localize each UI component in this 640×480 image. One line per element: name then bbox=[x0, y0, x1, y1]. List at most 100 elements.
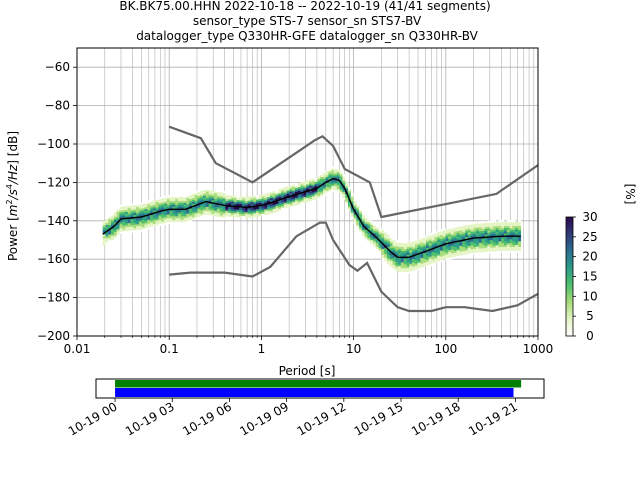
heatmap-cell bbox=[434, 233, 438, 236]
heatmap-cell bbox=[303, 192, 307, 196]
heatmap-cell bbox=[138, 204, 143, 207]
heatmap-cell bbox=[130, 218, 134, 222]
heatmap-cell bbox=[108, 234, 112, 237]
heatmap-cell bbox=[439, 242, 444, 245]
heatmap-cell bbox=[258, 198, 262, 202]
heatmap-cell bbox=[478, 232, 483, 236]
heatmap-cell bbox=[373, 238, 377, 241]
heatmap-cell bbox=[169, 210, 173, 213]
heatmap-cell bbox=[420, 267, 424, 270]
heatmap-cell bbox=[113, 235, 117, 238]
heatmap-cell bbox=[250, 196, 254, 199]
heatmap-cell bbox=[138, 208, 143, 211]
heatmap-cell bbox=[155, 201, 159, 204]
heatmap-cell bbox=[300, 197, 304, 200]
heatmap-cell bbox=[431, 255, 435, 258]
heatmap-cell bbox=[364, 231, 368, 234]
heatmap-cell bbox=[186, 203, 190, 206]
heatmap-cell bbox=[400, 271, 404, 274]
heatmap-cell bbox=[158, 223, 162, 227]
heatmap-cell bbox=[136, 224, 140, 227]
heatmap-cell bbox=[412, 270, 416, 273]
heatmap-cell bbox=[205, 195, 209, 198]
heatmap-cell bbox=[317, 193, 321, 196]
heatmap-cell bbox=[392, 247, 396, 250]
heatmap-cell bbox=[389, 249, 393, 252]
heatmap-cell bbox=[225, 210, 229, 213]
heatmap-cell bbox=[141, 225, 145, 228]
heatmap-cell bbox=[108, 216, 112, 220]
heatmap-cell bbox=[465, 253, 469, 257]
heatmap-cell bbox=[183, 219, 187, 223]
heatmap-cell bbox=[175, 194, 179, 198]
heatmap-cell bbox=[490, 233, 494, 237]
heatmap-cell bbox=[230, 203, 234, 206]
heatmap-cell bbox=[334, 182, 338, 185]
heatmap-cell bbox=[478, 252, 483, 255]
heatmap-cell bbox=[381, 246, 385, 249]
heatmap-cell bbox=[225, 195, 229, 198]
heatmap-cell bbox=[136, 206, 140, 209]
heatmap-cell bbox=[367, 224, 371, 227]
heatmap-cell bbox=[116, 226, 120, 230]
heatmap-cell bbox=[158, 208, 162, 211]
heatmap-cell bbox=[116, 230, 120, 233]
heatmap-cell bbox=[414, 265, 418, 268]
heatmap-cell bbox=[506, 242, 510, 246]
heatmap-cell bbox=[286, 201, 290, 204]
heatmap-cell bbox=[169, 196, 173, 200]
heatmap-cell bbox=[467, 245, 471, 248]
heatmap-cell bbox=[116, 207, 120, 210]
heatmap-cell bbox=[462, 227, 466, 230]
heatmap-cell bbox=[370, 226, 374, 229]
heatmap-cell bbox=[456, 253, 460, 256]
heatmap-cell bbox=[292, 186, 296, 189]
heatmap-cell bbox=[437, 260, 441, 264]
heatmap-cell bbox=[487, 220, 491, 223]
heatmap-cell bbox=[425, 253, 430, 256]
heatmap-cell bbox=[498, 244, 502, 248]
heatmap-cell bbox=[108, 226, 112, 229]
heatmap-cell bbox=[286, 197, 290, 201]
heatmap-cell bbox=[297, 196, 301, 199]
heatmap-cell bbox=[228, 201, 232, 204]
heatmap-cell bbox=[453, 233, 457, 236]
heatmap-cell bbox=[420, 261, 424, 264]
heatmap-cell bbox=[495, 245, 499, 248]
heatmap-cell bbox=[214, 212, 218, 215]
heatmap-cell bbox=[306, 182, 310, 185]
heatmap-cell bbox=[473, 223, 477, 226]
heatmap-cell bbox=[150, 216, 154, 219]
heatmap-cell bbox=[437, 249, 441, 252]
heatmap-cell bbox=[105, 220, 109, 223]
heatmap-cell bbox=[495, 229, 499, 232]
heatmap-cell bbox=[111, 222, 115, 225]
heatmap-cell bbox=[119, 206, 123, 209]
y-label-s: /s bbox=[6, 189, 20, 200]
heatmap-cell bbox=[448, 228, 452, 231]
heatmap-cell bbox=[345, 182, 349, 185]
heatmap-cell bbox=[398, 260, 402, 263]
heatmap-cell bbox=[317, 197, 321, 200]
heatmap-cell bbox=[322, 176, 326, 179]
heatmap-cell bbox=[484, 251, 488, 254]
heatmap-cell bbox=[191, 213, 195, 216]
heatmap-cell bbox=[317, 178, 321, 181]
heatmap-cell bbox=[476, 233, 480, 236]
heatmap-cell bbox=[158, 196, 162, 200]
heatmap-cell bbox=[306, 199, 310, 202]
heatmap-cell bbox=[492, 224, 496, 227]
heatmap-cell bbox=[119, 231, 123, 234]
heatmap-cell bbox=[395, 269, 399, 272]
heatmap-cell bbox=[189, 217, 193, 221]
heatmap-cell bbox=[283, 194, 287, 198]
heatmap-cell bbox=[255, 210, 260, 214]
heatmap-cell bbox=[373, 246, 377, 249]
heatmap-cell bbox=[403, 269, 407, 272]
heatmap-cell bbox=[102, 222, 106, 225]
heatmap-cell bbox=[501, 221, 505, 224]
heatmap-cell bbox=[490, 224, 494, 227]
heatmap-cell bbox=[350, 212, 354, 215]
heatmap-cell bbox=[164, 207, 168, 210]
heatmap-cell bbox=[378, 228, 382, 231]
